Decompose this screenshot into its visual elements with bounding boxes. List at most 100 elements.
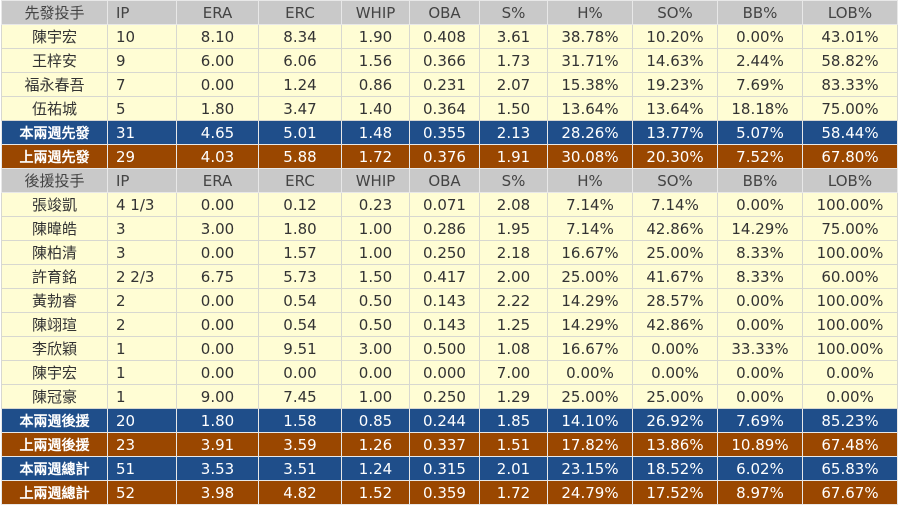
whip-cell: 1.00 [341,240,410,265]
erc-cell: 6.06 [258,48,342,73]
whip-cell: 1.00 [341,384,410,409]
s-pct-cell: 1.51 [479,432,548,457]
lob-pct-cell: 75.00% [802,216,898,241]
pitcher-row: 陳冠豪 1 9.00 7.45 1.00 0.250 1.29 25.00% 25.00% 0.0… [1,384,898,409]
s-pct-cell: 1.85 [479,408,548,433]
name-cell: 本兩週後援 [1,408,108,433]
era-cell: 0.00 [176,288,259,313]
lob-pct-cell: 75.00% [802,96,898,121]
bb-pct-cell: 7.52% [717,144,803,169]
bb-pct-cell: 5.07% [717,120,803,145]
oba-cell: 0.315 [409,456,480,481]
ip-cell: 7 [107,72,177,97]
name-cell: 上兩週先發 [1,144,108,169]
lob-pct-cell: 43.01% [802,24,898,49]
ip-cell: 51 [107,456,177,481]
s-pct-cell: 1.08 [479,336,548,361]
whip-cell: 0.00 [341,360,410,385]
bb-pct-cell: 0.00% [717,312,803,337]
pitcher-row: 陳宇宏 1 0.00 0.00 0.00 0.000 7.00 0.00% 0.00% 0.00%… [1,360,898,385]
h-pct-cell: 14.29% [547,312,633,337]
erc-cell: 3.59 [258,432,342,457]
era-cell: 0.00 [176,312,259,337]
whip-cell: 0.85 [341,408,410,433]
name-cell: 本兩週總計 [1,456,108,481]
lob-pct-cell: 65.83% [802,456,898,481]
name-cell: 陳宇宏 [1,360,108,385]
pitcher-row: 王梓安 9 6.00 6.06 1.56 0.366 1.73 31.71% 14.63% 2.4… [1,48,898,73]
ip-cell: 31 [107,120,177,145]
so-pct-cell: 42.86% [632,216,718,241]
oba-cell: 0.366 [409,48,480,73]
name-cell: 張竣凱 [1,192,108,217]
ip-cell: 4 1/3 [107,192,177,217]
oba-cell: 0.143 [409,288,480,313]
summary-row-blue: 本兩週總計 51 3.53 3.51 1.24 0.315 2.01 23.15% 18.52%… [1,456,898,481]
pitcher-row: 李欣穎 1 0.00 9.51 3.00 0.500 1.08 16.67% 0.00% 33.3… [1,336,898,361]
oba-cell: 0.250 [409,384,480,409]
summary-row-brown: 上兩週先發 29 4.03 5.88 1.72 0.376 1.91 30.08% 20.30%… [1,144,898,169]
oba-cell: 0.244 [409,408,480,433]
whip-cell: 1.00 [341,216,410,241]
h-pct-cell: 14.10% [547,408,633,433]
lob-pct-cell: 0.00% [802,360,898,385]
erc-cell: ERC [258,0,342,25]
oba-cell: 0.417 [409,264,480,289]
oba-cell: 0.286 [409,216,480,241]
so-pct-cell: 7.14% [632,192,718,217]
name-cell: 後援投手 [1,168,108,193]
era-cell: 4.03 [176,144,259,169]
whip-cell: 3.00 [341,336,410,361]
whip-cell: 0.86 [341,72,410,97]
lob-pct-cell: 67.48% [802,432,898,457]
whip-cell: 1.56 [341,48,410,73]
pitcher-row: 黃勃睿 2 0.00 0.54 0.50 0.143 2.22 14.29% 28.57% 0.0… [1,288,898,313]
name-cell: 陳暐皓 [1,216,108,241]
h-pct-cell: 16.67% [547,336,633,361]
erc-cell: 0.00 [258,360,342,385]
ip-cell: 52 [107,480,177,505]
pitching-stats-table: 先發投手 IP ERA ERC WHIP OBA S% H% SO% BB% LOB% 陳宇宏 10 8.… [1,0,898,505]
so-pct-cell: 0.00% [632,360,718,385]
bb-pct-cell: 33.33% [717,336,803,361]
erc-cell: 5.88 [258,144,342,169]
era-cell: 6.75 [176,264,259,289]
so-pct-cell: SO% [632,0,718,25]
ip-cell: 3 [107,240,177,265]
h-pct-cell: 30.08% [547,144,633,169]
oba-cell: OBA [409,168,480,193]
oba-cell: OBA [409,0,480,25]
summary-row-brown: 上兩週後援 23 3.91 3.59 1.26 0.337 1.51 17.82% 13.86%… [1,432,898,457]
oba-cell: 0.376 [409,144,480,169]
era-cell: 1.80 [176,408,259,433]
s-pct-cell: 7.00 [479,360,548,385]
so-pct-cell: 28.57% [632,288,718,313]
erc-cell: 5.73 [258,264,342,289]
name-cell: 黃勃睿 [1,288,108,313]
so-pct-cell: 18.52% [632,456,718,481]
era-cell: 6.00 [176,48,259,73]
s-pct-cell: 3.61 [479,24,548,49]
summary-row-brown: 上兩週總計 52 3.98 4.82 1.52 0.359 1.72 24.79% 17.52%… [1,480,898,505]
oba-cell: 0.337 [409,432,480,457]
era-cell: 8.10 [176,24,259,49]
so-pct-cell: 14.63% [632,48,718,73]
era-cell: 3.98 [176,480,259,505]
bb-pct-cell: 7.69% [717,72,803,97]
so-pct-cell: 13.86% [632,432,718,457]
s-pct-cell: 1.25 [479,312,548,337]
s-pct-cell: 2.22 [479,288,548,313]
erc-cell: 7.45 [258,384,342,409]
oba-cell: 0.408 [409,24,480,49]
lob-pct-cell: 100.00% [802,336,898,361]
so-pct-cell: SO% [632,168,718,193]
pitcher-row: 陳宇宏 10 8.10 8.34 1.90 0.408 3.61 38.78% 10.20% 0.… [1,24,898,49]
h-pct-cell: 25.00% [547,384,633,409]
lob-pct-cell: 60.00% [802,264,898,289]
s-pct-cell: 2.13 [479,120,548,145]
so-pct-cell: 0.00% [632,336,718,361]
lob-pct-cell: 83.33% [802,72,898,97]
bb-pct-cell: 7.69% [717,408,803,433]
era-cell: 0.00 [176,240,259,265]
name-cell: 福永春吾 [1,72,108,97]
